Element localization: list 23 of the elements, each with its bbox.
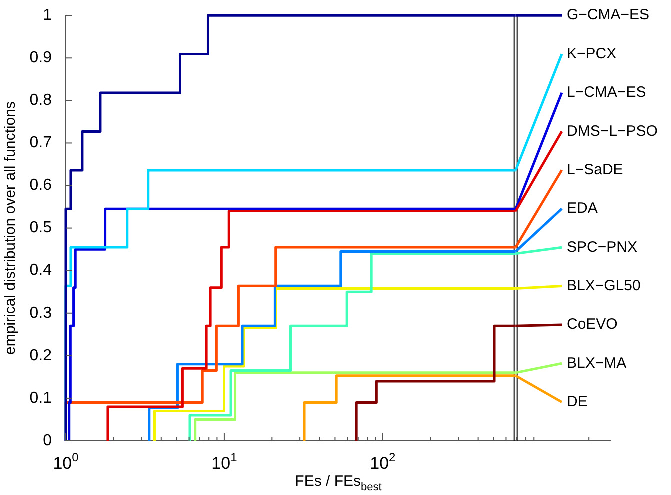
legend-label: CoEVO: [567, 316, 618, 334]
y-tick-label: 0.2: [30, 347, 52, 364]
y-tick-label: 0.8: [30, 92, 52, 110]
y-tick-label: 0.5: [30, 220, 52, 237]
text: EDA: [567, 200, 598, 218]
legend-label: G−CMA−ES: [567, 6, 650, 24]
text: L−SaDE: [567, 161, 624, 178]
y-tick-label: 0.3: [30, 304, 52, 322]
y-tick-label: 0.6: [30, 177, 52, 194]
legend-label: BLX−MA: [567, 354, 627, 372]
text: L−CMA−ES: [567, 84, 646, 102]
y-tick-label: 0.9: [30, 50, 52, 67]
y-tick-label: 1: [43, 7, 52, 24]
y-tick-label: 0: [43, 432, 52, 450]
legend-label: SPC−PNX: [567, 238, 638, 256]
legend-label: BLX−GL50: [567, 277, 641, 294]
text: DE: [567, 393, 588, 410]
y-tick-label: 0.7: [30, 134, 52, 152]
text: K−PCX: [567, 45, 617, 62]
y-tick-label: 0.4: [30, 262, 52, 280]
y-axis-title: empirical distribution over all functions: [2, 102, 20, 356]
text: DMS−L−PSO: [567, 122, 658, 140]
y-tick-label: 0.1: [30, 390, 52, 407]
